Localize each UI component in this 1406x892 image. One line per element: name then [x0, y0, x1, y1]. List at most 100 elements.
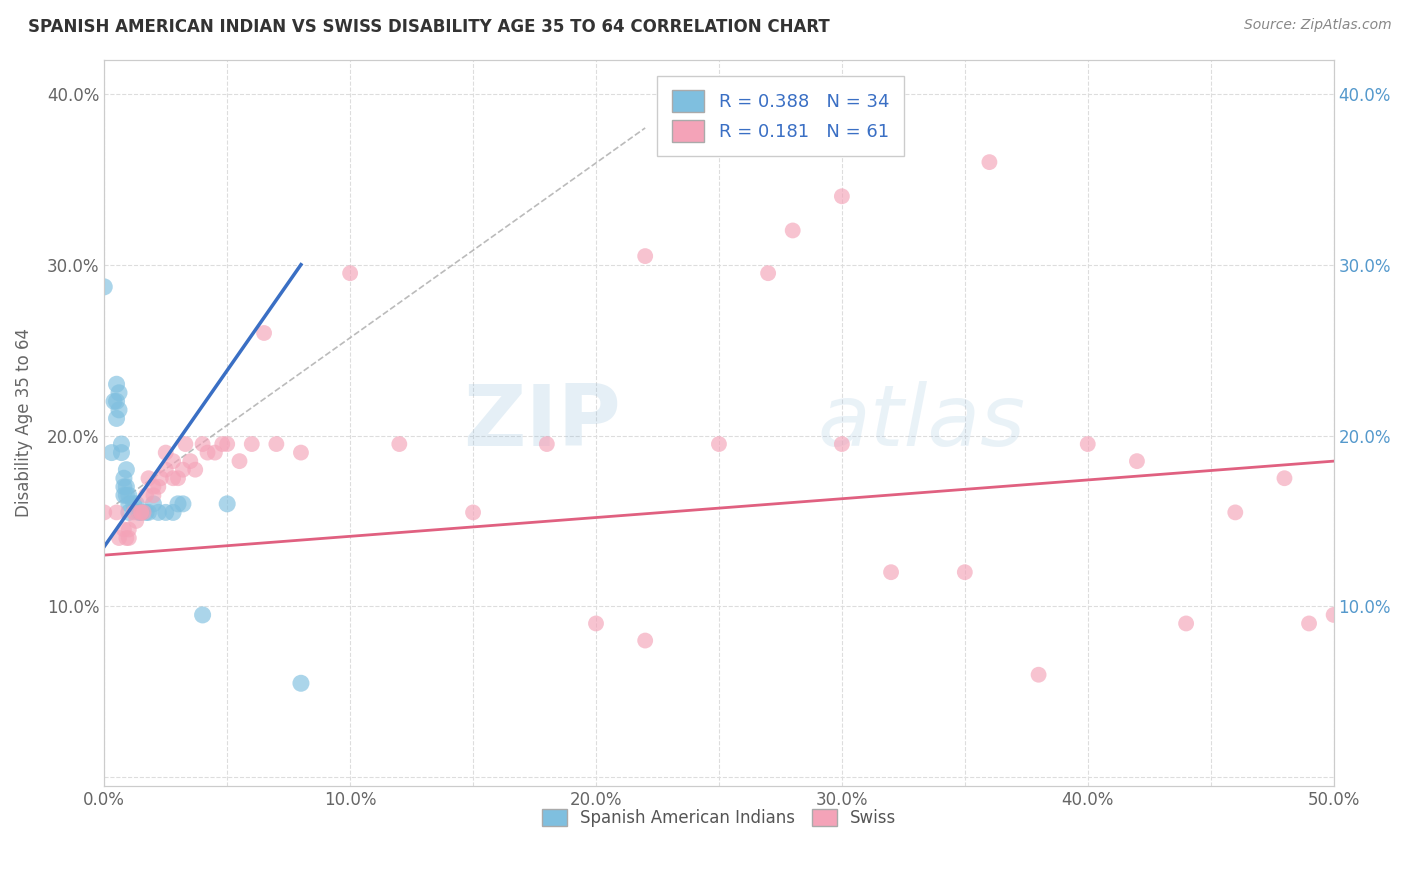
- Point: [155, 505, 177, 519]
- Point: [115, 531, 138, 545]
- Point: [172, 463, 194, 477]
- Point: [115, 463, 138, 477]
- Point: [1126, 454, 1149, 468]
- Point: [100, 445, 122, 459]
- Point: [217, 437, 239, 451]
- Point: [108, 531, 131, 545]
- Point: [634, 249, 657, 263]
- Point: [979, 155, 1001, 169]
- Point: [129, 505, 152, 519]
- Point: [135, 488, 157, 502]
- Point: [148, 480, 170, 494]
- Point: [1298, 616, 1320, 631]
- Point: [128, 505, 150, 519]
- Point: [831, 437, 853, 451]
- Point: [129, 505, 152, 519]
- Point: [105, 411, 128, 425]
- Point: [174, 437, 197, 451]
- Point: [290, 445, 312, 459]
- Point: [461, 505, 484, 519]
- Point: [1323, 607, 1346, 622]
- Point: [122, 505, 145, 519]
- Point: [167, 497, 190, 511]
- Point: [132, 505, 155, 519]
- Point: [634, 633, 657, 648]
- Point: [112, 488, 135, 502]
- Point: [142, 488, 165, 502]
- Point: [148, 505, 170, 519]
- Point: [1175, 616, 1198, 631]
- Point: [118, 505, 141, 519]
- Point: [105, 505, 128, 519]
- Point: [125, 497, 148, 511]
- Text: ZIP: ZIP: [463, 381, 620, 464]
- Point: [228, 454, 250, 468]
- Point: [388, 437, 411, 451]
- Point: [108, 403, 131, 417]
- Point: [118, 488, 141, 502]
- Point: [536, 437, 558, 451]
- Point: [1077, 437, 1099, 451]
- Point: [266, 437, 288, 451]
- Point: [125, 514, 148, 528]
- Point: [1028, 667, 1050, 681]
- Point: [191, 607, 214, 622]
- Point: [880, 565, 903, 579]
- Point: [756, 266, 779, 280]
- Point: [1274, 471, 1296, 485]
- Point: [135, 505, 157, 519]
- Text: atlas: atlas: [817, 381, 1025, 464]
- Legend: Spanish American Indians, Swiss: Spanish American Indians, Swiss: [533, 801, 904, 836]
- Point: [142, 480, 165, 494]
- Point: [115, 488, 138, 502]
- Point: [1225, 505, 1247, 519]
- Point: [217, 497, 239, 511]
- Point: [339, 266, 361, 280]
- Point: [162, 505, 184, 519]
- Point: [115, 480, 138, 494]
- Point: [204, 445, 226, 459]
- Point: [155, 445, 177, 459]
- Point: [112, 471, 135, 485]
- Point: [782, 223, 804, 237]
- Point: [179, 454, 201, 468]
- Point: [103, 394, 125, 409]
- Point: [240, 437, 263, 451]
- Text: SPANISH AMERICAN INDIAN VS SWISS DISABILITY AGE 35 TO 64 CORRELATION CHART: SPANISH AMERICAN INDIAN VS SWISS DISABIL…: [28, 18, 830, 36]
- Point: [197, 445, 219, 459]
- Point: [108, 385, 131, 400]
- Point: [110, 437, 132, 451]
- Point: [172, 497, 194, 511]
- Point: [184, 463, 207, 477]
- Point: [162, 471, 184, 485]
- Point: [110, 445, 132, 459]
- Point: [155, 463, 177, 477]
- Point: [118, 531, 141, 545]
- Point: [138, 505, 160, 519]
- Point: [782, 112, 804, 127]
- Text: Source: ZipAtlas.com: Source: ZipAtlas.com: [1244, 18, 1392, 32]
- Point: [93, 505, 115, 519]
- Point: [112, 523, 135, 537]
- Point: [118, 523, 141, 537]
- Point: [953, 565, 976, 579]
- Point: [105, 377, 128, 392]
- Point: [129, 505, 152, 519]
- Point: [211, 437, 233, 451]
- Point: [707, 437, 730, 451]
- Point: [112, 480, 135, 494]
- Point: [118, 497, 141, 511]
- Point: [122, 497, 145, 511]
- Y-axis label: Disability Age 35 to 64: Disability Age 35 to 64: [15, 328, 32, 517]
- Point: [253, 326, 276, 340]
- Point: [290, 676, 312, 690]
- Point: [585, 616, 607, 631]
- Point: [831, 189, 853, 203]
- Point: [138, 471, 160, 485]
- Point: [105, 394, 128, 409]
- Point: [142, 497, 165, 511]
- Point: [93, 280, 115, 294]
- Point: [162, 454, 184, 468]
- Point: [191, 437, 214, 451]
- Point: [149, 471, 172, 485]
